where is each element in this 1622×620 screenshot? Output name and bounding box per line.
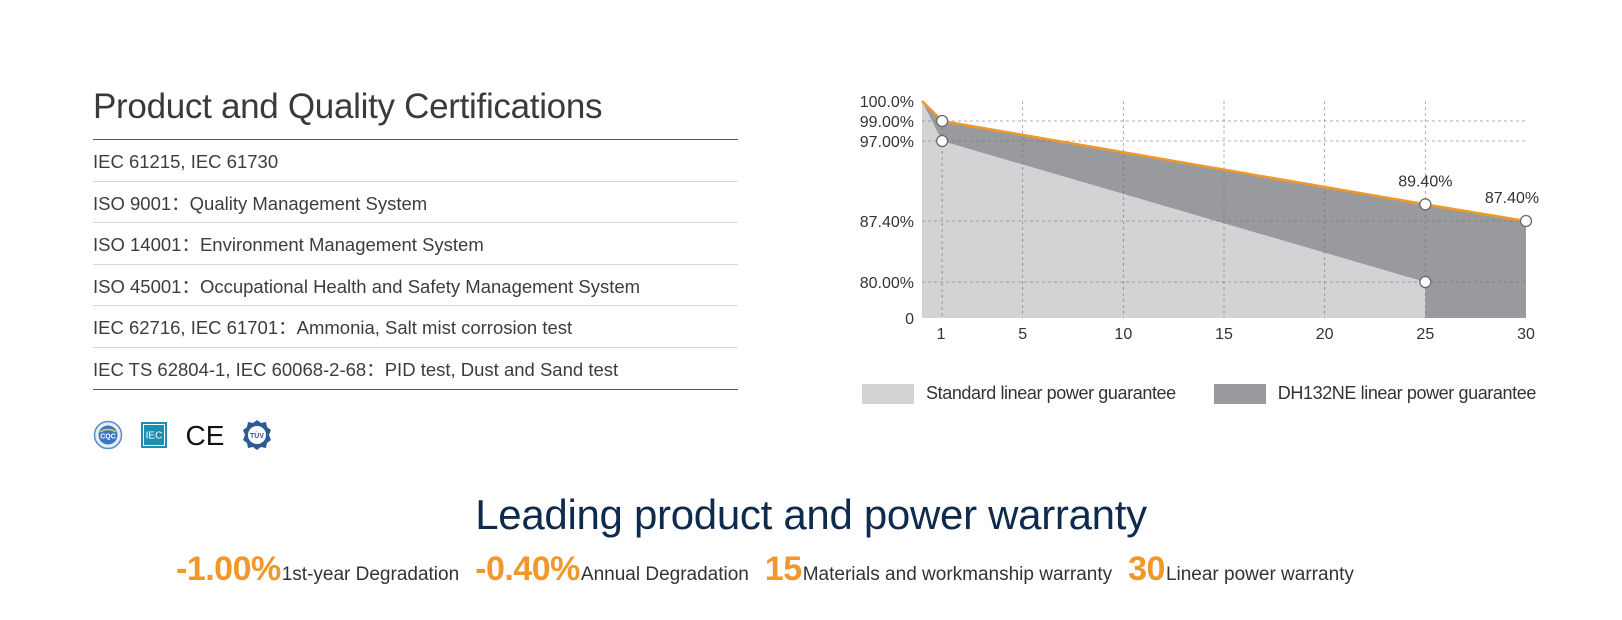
certifications-list: IEC 61215, IEC 61730 ISO 9001：Quality Ma… bbox=[93, 140, 738, 390]
y-tick-label: 87.40% bbox=[860, 214, 914, 231]
x-tick-label: 5 bbox=[1018, 326, 1027, 343]
x-tick-label: 20 bbox=[1316, 326, 1334, 343]
legend-label-standard: Standard linear power guarantee bbox=[926, 383, 1176, 403]
stat-value: -0.40% bbox=[475, 550, 580, 588]
warranty-title: Leading product and power warranty bbox=[475, 491, 1147, 538]
data-point-marker bbox=[935, 114, 949, 128]
chart-legend: Standard linear power guarantee DH132NE … bbox=[862, 383, 1574, 404]
data-point-marker bbox=[1419, 198, 1432, 211]
data-point-marker bbox=[935, 134, 949, 148]
legend-item-dh132ne: DH132NE linear power guarantee bbox=[1213, 383, 1537, 404]
legend-item-standard: Standard linear power guarantee bbox=[862, 383, 1176, 404]
series-area-standard bbox=[922, 101, 1426, 318]
y-tick-label: 99.00% bbox=[860, 114, 914, 131]
svg-text:TÜV: TÜV bbox=[250, 431, 264, 440]
legend-swatch-dh132ne bbox=[1213, 383, 1266, 404]
x-tick-label: 30 bbox=[1517, 326, 1535, 343]
data-point-marker bbox=[1419, 275, 1432, 289]
y-tick-label: 100.0% bbox=[860, 94, 914, 111]
certifications-title: Product and Quality Certifications bbox=[93, 86, 738, 140]
certification-item: IEC TS 62804-1, IEC 60068-2-68：PID test,… bbox=[93, 358, 619, 380]
legend-label-dh132ne: DH132NE linear power guarantee bbox=[1277, 383, 1537, 403]
certification-item: ISO 45001：Occupational Health and Safety… bbox=[93, 265, 738, 306]
data-point-marker bbox=[1519, 214, 1533, 228]
data-label: 89.40% bbox=[1398, 173, 1452, 190]
certification-item: ISO 14001：Environment Management System bbox=[93, 223, 738, 265]
x-tick-label: 10 bbox=[1114, 326, 1132, 343]
legend-swatch-standard bbox=[862, 383, 914, 404]
certification-item: IEC 62716, IEC 61701：Ammonia, Salt mist … bbox=[93, 306, 738, 348]
certifications-section: Product and Quality Certifications IEC 6… bbox=[93, 86, 738, 390]
x-tick-label: 25 bbox=[1416, 326, 1434, 343]
stat-value: 15 bbox=[764, 550, 802, 588]
stat-linear-power-warranty: 30 Linear power warranty bbox=[1128, 550, 1354, 589]
stat-value: -1.00% bbox=[176, 550, 281, 588]
warranty-stats: -1.00% 1st-year Degradation -0.40% Annua… bbox=[176, 550, 1370, 589]
stat-materials-warranty: 15 Materials and workmanship warranty bbox=[765, 550, 1112, 589]
x-tick-label: 1 bbox=[937, 326, 946, 343]
x-tick-label: 15 bbox=[1215, 326, 1233, 343]
iec-logo-icon: IEC bbox=[139, 420, 169, 450]
certification-logos: CQC IEC CE TÜV bbox=[93, 418, 273, 452]
y-tick-label: 97.00% bbox=[860, 134, 914, 151]
data-label: 87.40% bbox=[1485, 190, 1539, 207]
certification-item: ISO 9001：Quality Management System bbox=[93, 182, 738, 223]
stat-label: Materials and workmanship warranty bbox=[802, 564, 1113, 585]
svg-text:CQC: CQC bbox=[100, 434, 116, 441]
chart-svg: 100.0%99.00%97.00%87.40%80.00%01 5 10 15 20 2… bbox=[860, 94, 1539, 343]
svg-text:CE: CE bbox=[186, 420, 225, 450]
stat-label: Linear power warranty bbox=[1165, 564, 1354, 585]
stat-label: 1st-year Degradation bbox=[281, 564, 460, 585]
y-tick-label: 0 bbox=[905, 311, 914, 328]
certification-item: IEC 61215, IEC 61730 bbox=[93, 140, 738, 182]
ce-mark-icon: CE bbox=[185, 420, 225, 450]
tuv-logo-icon: TÜV bbox=[241, 419, 273, 451]
stat-label: Annual Degradation bbox=[580, 564, 749, 585]
power-guarantee-chart: 100.0% 99.00% 97.00% 87.40% 80.00% 0 1 5 10 15 20 2… bbox=[840, 80, 1560, 420]
y-tick-label: 80.00% bbox=[860, 275, 914, 292]
svg-text:IEC: IEC bbox=[146, 431, 163, 442]
series-line-dh132ne bbox=[921, 100, 1527, 223]
stat-first-year-degradation: -1.00% 1st-year Degradation bbox=[176, 550, 459, 589]
cqc-logo-icon: CQC bbox=[93, 420, 123, 450]
stat-annual-degradation: -0.40% Annual Degradation bbox=[475, 550, 749, 589]
stat-value: 30 bbox=[1128, 550, 1165, 588]
